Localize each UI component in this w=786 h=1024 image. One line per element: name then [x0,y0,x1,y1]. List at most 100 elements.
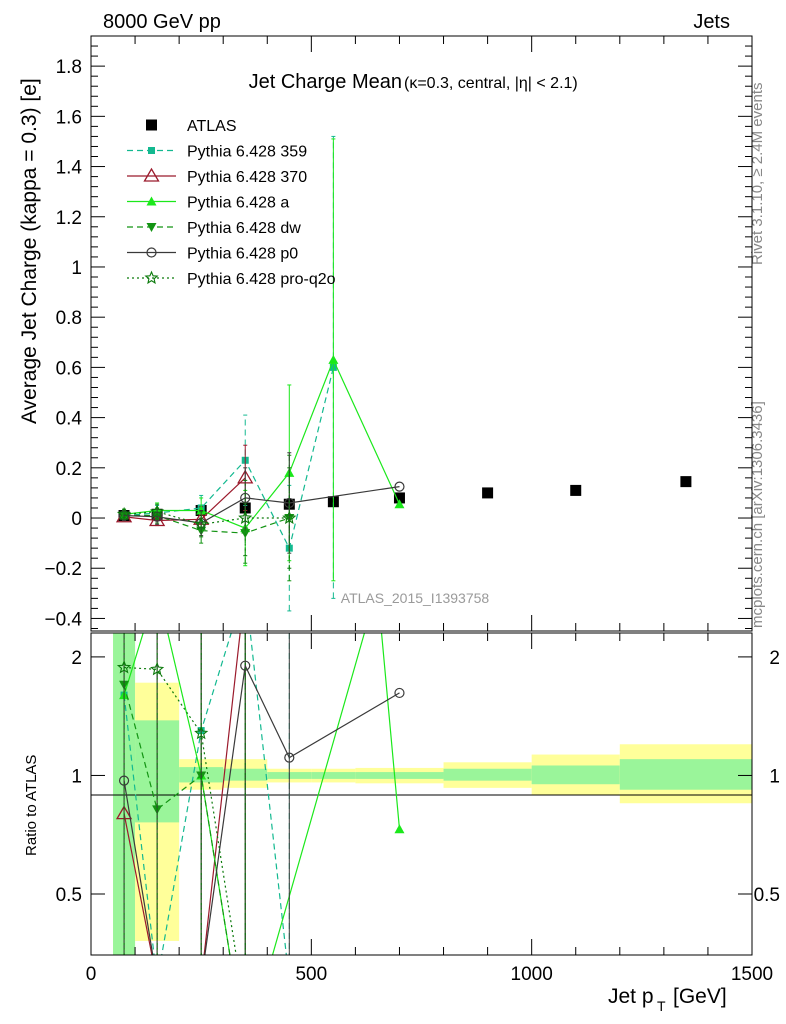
ratio-series-pythia-6-428-pro-q2o [116,633,246,955]
legend-item-pythia-6-428-a: Pythia 6.428 a [127,195,289,212]
data-point [394,481,405,492]
main-subtitle: (κ=0.3, central, |η| < 2.1) [404,75,578,92]
ratio-point [238,581,252,593]
data-point [238,510,253,525]
x-tick-label: 1000 [511,964,553,985]
data-point [118,510,130,521]
legend-item-pythia-6-428-dw: Pythia 6.428 dw [127,220,301,237]
legend-label: Pythia 6.428 dw [187,220,301,237]
legend-item-pythia-6-428-359: Pythia 6.428 359 [127,144,307,161]
x-tick-label: 500 [295,964,327,985]
main-y-axis-label: Average Jet Charge (kappa = 0.3) [e] [18,78,41,424]
ratio-band-stat [311,772,356,779]
ratio-line [123,684,231,955]
main-title: Jet Charge Mean [249,71,402,93]
ratio-point [286,978,293,985]
legend-marker [148,147,155,154]
ratio-point [194,725,209,740]
ratio-y-tick-label: 0.5 [56,885,82,906]
legend-marker [146,247,157,258]
main-y-tick-label: 1 [71,258,82,279]
x-axis-title: Jet p T [GeV] [608,985,727,1014]
ratio-point [150,661,165,676]
main-y-tick-label: −0.2 [44,559,82,580]
header-right-label: Jets [693,11,730,33]
ratio-band-stat [355,772,444,779]
main-y-tick-label: 1.6 [56,107,82,128]
data-point [116,506,132,521]
header-left-label: 8000 GeV pp [103,11,221,33]
main-y-tick-label: 1.8 [56,57,82,78]
ratio-panel: 0.5 0.5 1 1 2 2 0 500 1000 1500 [56,581,780,986]
ratio-point [394,687,405,699]
analysis-watermark: ATLAS_2015_I1393758 [341,590,490,606]
ratio-point [194,974,208,986]
data-point [152,511,163,522]
data-point [282,510,297,525]
legend-marker [146,223,157,232]
legend-label: ATLAS [187,118,237,135]
series-line [124,358,401,529]
series-pythia-6-428-p0 [118,452,405,554]
ratio-point [197,977,206,986]
legend-marker [144,270,159,285]
data-point [570,484,582,496]
series-pythia-6-428-pro-q2o [116,467,297,569]
legend-item-pythia-6-428-pro-q2o: Pythia 6.428 pro-q2o [127,270,336,288]
legend-label: Pythia 6.428 p0 [187,246,298,263]
series-pythia-6-428-370 [115,444,254,533]
ratio-point [152,583,162,592]
ratio-y-axis-label: Ratio to ATLAS [23,755,40,856]
ratio-y-tick-label-right: 0.5 [754,885,780,906]
ratio-line [123,663,400,955]
legend-label: Pythia 6.428 a [187,195,289,212]
main-panel: −0.4 −0.2 0 0.2 0.4 0.6 0.8 1 1.2 1.4 1.6 1.8 Jet C… [44,35,753,632]
main-y-tick-label: −0.4 [44,609,82,630]
data-point [482,487,494,499]
main-y-tick-label: 1.2 [56,208,82,229]
legend-marker [146,196,157,206]
data-point [196,505,207,515]
ratio-y-tick-label-right: 2 [769,648,780,669]
ratio-point [116,660,132,674]
ratio-band-stat [619,759,752,790]
data-point [150,504,165,518]
x-tick-label: 0 [86,964,97,985]
ratio-point [394,824,405,834]
main-y-tick-label: 0.2 [56,459,82,480]
data-point [240,529,251,539]
ratio-point [240,660,251,671]
ratio-band-stat [443,768,532,781]
legend-marker [143,167,160,182]
data-point [393,492,405,504]
data-point [194,516,209,531]
ratio-point [154,978,161,985]
x-axis-title-unit: [GeV] [673,985,727,1008]
legend-label: Pythia 6.428 370 [187,169,307,186]
ratio-point [118,775,130,786]
ratio-y-tick-label-right: 1 [769,766,780,787]
data-point [240,492,251,504]
x-axis-title-sub: T [657,998,666,1014]
data-point [680,476,692,488]
series-line [124,367,334,550]
x-tick-label: 1500 [731,964,773,985]
ratio-point [150,974,164,986]
data-point [394,499,405,509]
legend-marker [146,119,157,131]
mcplots-source-label: mcplots.cern.ch [arXiv:1306.3436] [749,401,766,628]
legend: ATLAS Pythia 6.428 359 Pythia 6.428 370 Pyt… [127,118,336,288]
legend-item-atlas: ATLAS [146,118,237,135]
main-plot-frame [90,35,753,632]
main-y-tick-label: 0.8 [56,308,82,329]
ratio-point [284,752,295,763]
ratio-y-tick-label: 1 [71,766,82,787]
legend-item-pythia-6-428-370: Pythia 6.428 370 [127,167,307,186]
main-y-tick-label: 1.4 [56,158,83,179]
ratio-point [153,977,162,986]
series-line [124,486,400,524]
legend-label: Pythia 6.428 359 [187,144,307,161]
series-line [124,514,290,534]
legend-item-pythia-6-428-p0: Pythia 6.428 p0 [127,246,298,263]
